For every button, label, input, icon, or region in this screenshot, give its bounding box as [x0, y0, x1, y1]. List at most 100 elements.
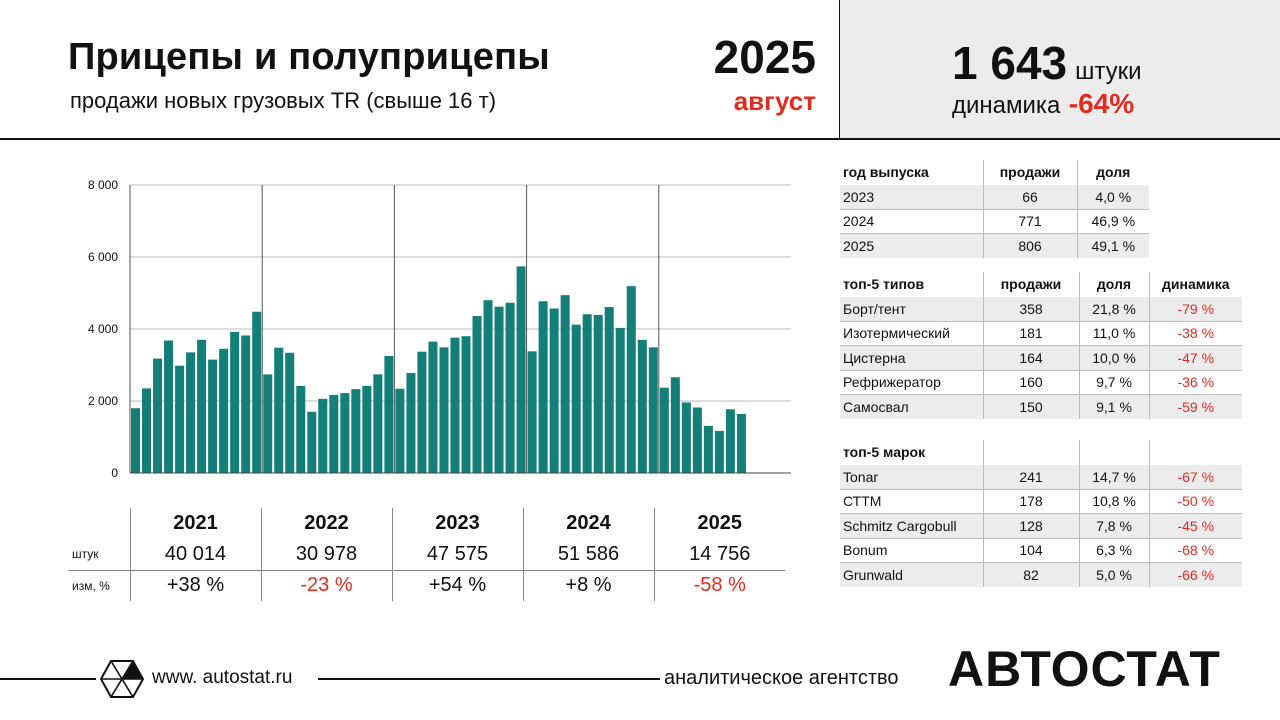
by-year-row: 2023 66 4,0 %	[840, 184, 1149, 210]
top-brands-cell: -68 %	[1148, 538, 1242, 563]
yearly-header-row: 2021 2022 2023 2024 2025	[68, 508, 785, 539]
y-tick-label: 0	[111, 466, 118, 480]
yearly-change: +8 %	[522, 570, 654, 601]
top-types-cell: 11,0 %	[1078, 321, 1149, 346]
yearly-units-label: штук	[68, 539, 130, 571]
yearly-year: 2024	[522, 508, 654, 539]
bar	[395, 388, 405, 473]
top-brands-cell: 241	[982, 464, 1079, 490]
bar	[615, 327, 625, 473]
bar	[406, 372, 416, 473]
top-brands-cell: 6,3 %	[1078, 538, 1149, 563]
dynamics-value: -64%	[1068, 88, 1135, 119]
top-types-cell: Изотермический	[840, 321, 983, 346]
y-tick-label: 6 000	[88, 250, 118, 264]
bar	[461, 336, 471, 473]
top-brands-cell: -66 %	[1148, 562, 1242, 587]
top-types-header-cell: доля	[1078, 272, 1149, 297]
top-types-cell: Рефрижератор	[840, 370, 983, 395]
bar	[538, 301, 548, 473]
top-brands-cell: 178	[982, 489, 1079, 514]
top-brands-cell: 104	[982, 538, 1079, 563]
top-brands-cell: Bonum	[840, 538, 983, 563]
bar	[659, 387, 669, 473]
total-sales: 1 643 штуки	[952, 36, 1142, 90]
by-year-cell: 4,0 %	[1076, 184, 1149, 210]
header-divider	[0, 138, 1280, 140]
bar	[153, 358, 163, 473]
footer-site-link[interactable]: www. autostat.ru	[152, 667, 293, 688]
bar	[307, 411, 317, 473]
top-brands-cell: Grunwald	[840, 562, 983, 587]
yearly-year: 2025	[653, 508, 785, 539]
page-subtitle: продажи новых грузовых TR (свыше 16 т)	[70, 88, 497, 113]
top-types-cell: Самосвал	[840, 394, 983, 419]
bar	[626, 286, 636, 473]
top-brands-header-cell: топ-5 марок	[843, 444, 926, 461]
yearly-change: +54 %	[391, 570, 523, 601]
top-types-cell: 21,8 %	[1078, 296, 1149, 322]
bar	[417, 351, 427, 473]
top-types-header-cell: продажи	[982, 272, 1079, 297]
bar	[428, 341, 438, 473]
autostat-logo-icon	[100, 660, 144, 698]
top-types-cell: 358	[982, 296, 1079, 322]
bar	[527, 351, 537, 473]
bar	[692, 407, 702, 473]
bar	[703, 425, 713, 473]
bar	[505, 302, 515, 473]
bar	[142, 388, 152, 473]
by-year-header: год выпуска продажи доля	[840, 160, 1149, 185]
top-brands-header: топ-5 марок	[840, 440, 1242, 465]
bar	[131, 408, 141, 473]
bar	[648, 347, 658, 473]
footer-divider-left	[0, 678, 96, 680]
by-year-table: год выпуска продажи доля 2023 66 4,0 % 2…	[840, 160, 1149, 258]
bar	[516, 266, 526, 473]
top-types-row: Борт/тент 358 21,8 % -79 %	[840, 296, 1242, 322]
footer-agency-label: аналитическое агентство	[664, 667, 899, 689]
by-year-header-cell: доля	[1076, 160, 1149, 185]
top-types-cell: -79 %	[1148, 296, 1242, 322]
yearly-change: -58 %	[653, 570, 785, 601]
bar	[725, 409, 735, 473]
bar	[274, 347, 284, 473]
bar	[329, 394, 339, 473]
top-types-cell: -36 %	[1148, 370, 1242, 395]
top-types-row: Изотермический 181 11,0 % -38 %	[840, 321, 1242, 346]
yearly-units: 51 586	[522, 539, 654, 571]
top-brands-row: Tonar 241 14,7 % -67 %	[840, 464, 1242, 490]
bar	[384, 356, 394, 473]
y-tick-label: 2 000	[88, 394, 118, 408]
top-types-row: Рефрижератор 160 9,7 % -36 %	[840, 370, 1242, 395]
yearly-change: +38 %	[129, 570, 261, 601]
top-types-cell: 10,0 %	[1078, 345, 1149, 371]
top-brands-header-cell	[1078, 440, 1149, 465]
by-year-cell: 49,1 %	[1076, 233, 1149, 258]
yearly-summary-table: 2021 2022 2023 2024 2025 штук 40 014 30 …	[68, 508, 785, 601]
top-brands-cell: 7,8 %	[1078, 513, 1149, 539]
top-types-row: Цистерна 164 10,0 % -47 %	[840, 345, 1242, 371]
bar	[714, 430, 724, 473]
bar	[340, 393, 350, 473]
by-year-cell: 771	[982, 209, 1077, 234]
by-year-header-cell: год выпуска	[843, 164, 929, 181]
by-year-cell: 2023	[840, 184, 983, 210]
bar	[252, 311, 262, 473]
bar	[560, 295, 570, 473]
monthly-sales-chart: 0 2 000 4 000 6 000 8 000	[88, 178, 791, 480]
footer-divider-middle	[318, 678, 660, 680]
top-brands-cell: 82	[982, 562, 1079, 587]
top-types-cell: 150	[982, 394, 1079, 419]
bar	[736, 413, 746, 473]
bar	[362, 385, 372, 473]
bar	[296, 385, 306, 473]
top-types-cell: -38 %	[1148, 321, 1242, 346]
top-types-cell: 160	[982, 370, 1079, 395]
by-year-cell: 66	[982, 184, 1077, 210]
top-brands-cell: 5,0 %	[1078, 562, 1149, 587]
top-brands-header-cell	[982, 440, 1079, 465]
yearly-corner	[68, 508, 130, 539]
bar	[439, 347, 449, 473]
by-year-cell: 806	[982, 233, 1077, 258]
